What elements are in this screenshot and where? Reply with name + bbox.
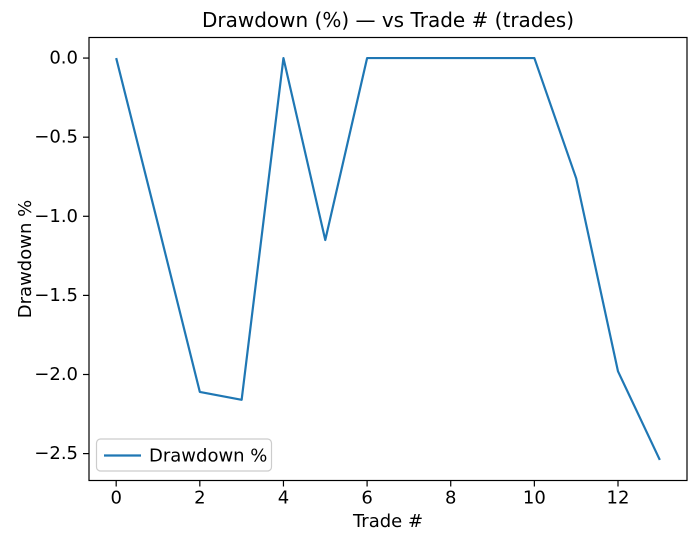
x-tick-label: 8 [445,488,456,509]
y-axis-ticks: 0.0 −0.5 −1.0 −1.5 −2.0 −2.5 [34,48,89,464]
x-tick-label: 4 [278,488,289,509]
x-tick-label: 0 [110,488,121,509]
x-tick-label: 12 [607,488,630,509]
drawdown-line [115,56,661,461]
legend-box [95,438,273,472]
y-axis-label: Drawdown % [15,200,36,318]
plot-frame [88,36,688,482]
y-tick-label: −2.5 [34,443,78,464]
x-axis-ticks: 0 2 4 6 8 10 12 [110,480,630,509]
x-tick-label: 10 [523,488,546,509]
y-tick-label: −1.0 [34,206,78,227]
chart-title: Drawdown (%) — vs Trade # (trades) [202,8,574,32]
y-tick-label: 0.0 [49,48,78,69]
x-tick-label: 2 [194,488,205,509]
legend-label: Drawdown % [149,446,267,467]
y-tick-label: −2.0 [34,364,78,385]
legend: Drawdown % [95,438,273,472]
y-tick-label: −0.5 [34,127,78,148]
x-tick-label: 6 [361,488,372,509]
y-tick-label: −1.5 [34,285,78,306]
data-series [115,56,661,461]
x-axis-label: Trade # [352,511,423,532]
